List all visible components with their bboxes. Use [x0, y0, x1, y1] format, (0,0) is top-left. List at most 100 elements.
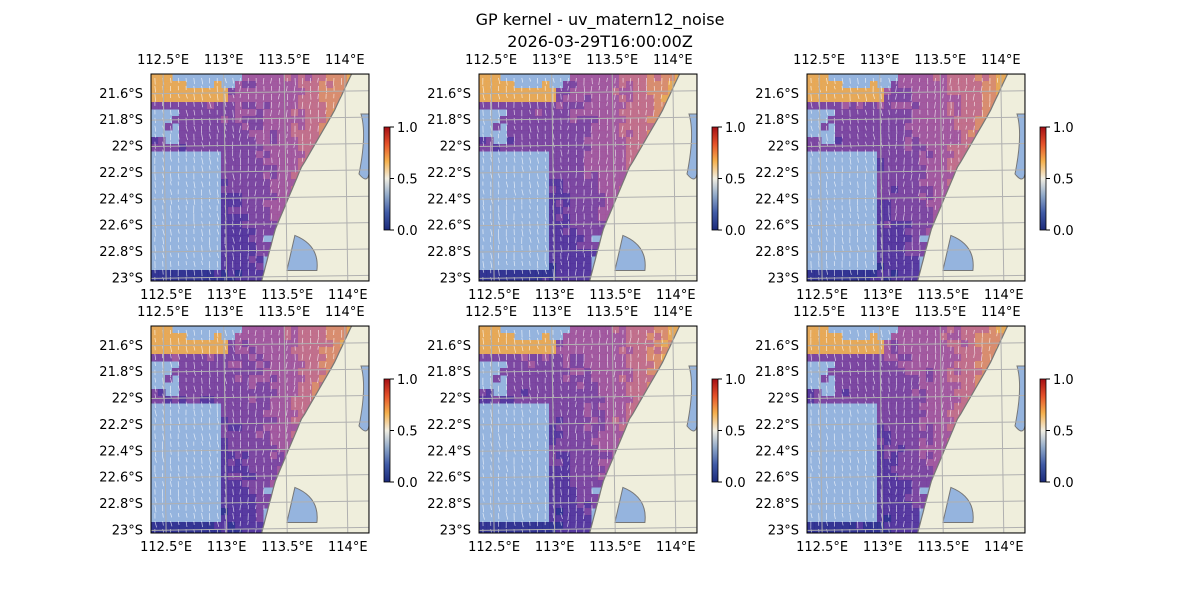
lon-tick-label-bottom: 114°E: [656, 540, 696, 555]
colorbar: [1039, 378, 1047, 483]
colorbar-tick-label: 1.0: [397, 373, 418, 388]
gridline-lat: [807, 500, 1025, 505]
gridline-lat: [151, 342, 369, 347]
map-panel-r2c2: 112.5°E 112.5°E 113°E 113°E 113.5°E 113.5°E 11…: [427, 305, 745, 555]
gridline-lat: [807, 222, 1025, 227]
gridline-lat: [479, 447, 697, 452]
gridline-lat: [479, 474, 697, 479]
lat-tick-label: 22.8°S: [99, 497, 143, 512]
lat-tick-label: 22°S: [112, 392, 143, 407]
lon-tick-label-bottom: 112.5°E: [468, 288, 520, 303]
lon-tick-label-bottom: 113.5°E: [917, 540, 969, 555]
gridline-lat: [151, 116, 369, 121]
lon-tick-label-bottom: 114°E: [656, 288, 696, 303]
lat-tick-label: 22.6°S: [755, 219, 799, 234]
map-panel-r1c1: 112.5°E 112.5°E 113°E 113°E 113.5°E 113.5°E 11…: [99, 53, 417, 303]
lat-tick-label: 22.2°S: [755, 166, 799, 181]
gridline-lat: [807, 395, 1025, 400]
gridline-lat: [807, 421, 1025, 426]
lat-tick-label: 22.2°S: [427, 418, 471, 433]
colorbar: [711, 378, 719, 483]
lat-tick-label: 23°S: [112, 271, 143, 286]
lat-tick-label: 21.8°S: [755, 365, 799, 380]
gridline-lon: [611, 74, 616, 281]
colorbar-tick-label: 1.0: [725, 373, 746, 388]
colorbar-tick-label: 0.5: [725, 173, 746, 188]
gridline-lat: [479, 342, 697, 347]
lat-tick-label: 21.6°S: [99, 87, 143, 102]
colorbar-tick-label: 0.0: [725, 476, 746, 491]
lat-tick-label: 21.6°S: [99, 339, 143, 354]
lat-tick-label: 22.8°S: [755, 497, 799, 512]
gridline-lon: [490, 74, 495, 281]
lat-tick-label: 21.8°S: [99, 365, 143, 380]
gridline-lat: [807, 169, 1025, 174]
colorbar: [383, 378, 391, 483]
lat-tick-label: 22.4°S: [99, 444, 143, 459]
lon-tick-label-top: 112.5°E: [793, 53, 845, 68]
gridline-lat: [151, 222, 369, 227]
colorbar-tick-label: 0.0: [397, 476, 418, 491]
lon-tick-label-bottom: 114°E: [328, 288, 368, 303]
lat-tick-label: 22.4°S: [427, 192, 471, 207]
gridline-lat: [807, 248, 1025, 253]
gridline-lat: [151, 143, 369, 148]
lon-tick-label-top: 112.5°E: [465, 305, 517, 320]
lat-tick-label: 22.8°S: [427, 497, 471, 512]
gridline-lon: [223, 326, 228, 533]
gridline-lon: [344, 326, 349, 533]
lat-tick-label: 22.2°S: [99, 166, 143, 181]
gridline-lat: [151, 195, 369, 200]
lat-tick-label: 22.8°S: [427, 245, 471, 260]
map-frame: [150, 325, 370, 534]
lat-tick-label: 21.6°S: [755, 87, 799, 102]
gridline-lat: [807, 368, 1025, 373]
gridline-lon: [672, 326, 677, 533]
figure-title: GP kernel - uv_matern12_noise: [475, 10, 725, 29]
gridline-lat: [151, 474, 369, 479]
lon-tick-label-top: 113°E: [204, 53, 244, 68]
lon-tick-label-bottom: 113°E: [535, 288, 575, 303]
gridline-lon: [611, 326, 616, 533]
colorbar-tick-label: 0.5: [397, 173, 418, 188]
lon-tick-label-bottom: 113°E: [863, 288, 903, 303]
gridline-lat: [151, 169, 369, 174]
lon-tick-label-top: 113.5°E: [258, 53, 310, 68]
map-panel-r2c3: 112.5°E 112.5°E 113°E 113°E 113.5°E 113.5°E 11…: [755, 305, 1073, 555]
map-panel-r1c2: 112.5°E 112.5°E 113°E 113°E 113.5°E 113.5°E 11…: [427, 53, 745, 303]
gridline-lat: [479, 274, 697, 279]
land-mass: [916, 326, 1025, 533]
lat-tick-label: 22°S: [768, 140, 799, 155]
colorbar-tick-label: 1.0: [725, 121, 746, 136]
lat-tick-label: 23°S: [768, 523, 799, 538]
gridline-lon: [490, 326, 495, 533]
gridline-lon: [162, 74, 167, 281]
colorbar-tick-label: 0.0: [397, 224, 418, 239]
gridline-lon: [939, 74, 944, 281]
lon-tick-label-bottom: 114°E: [328, 540, 368, 555]
gridline-lat: [807, 474, 1025, 479]
gridline-lat: [151, 395, 369, 400]
gridline-lat: [479, 222, 697, 227]
lat-tick-label: 22.6°S: [427, 219, 471, 234]
lon-tick-label-top: 113.5°E: [914, 305, 966, 320]
gridline-lat: [151, 368, 369, 373]
lat-tick-label: 23°S: [112, 523, 143, 538]
gridline-lon: [818, 326, 823, 533]
lon-tick-label-bottom: 112.5°E: [796, 540, 848, 555]
gridline-lat: [479, 368, 697, 373]
colorbar-tick-label: 1.0: [1053, 121, 1074, 136]
colorbar: [1039, 126, 1047, 231]
gridline-lon: [344, 74, 349, 281]
lat-tick-label: 22.4°S: [755, 192, 799, 207]
lat-tick-label: 21.6°S: [427, 87, 471, 102]
lat-tick-label: 21.8°S: [755, 113, 799, 128]
lon-tick-label-bottom: 113.5°E: [589, 288, 641, 303]
lat-tick-label: 22.6°S: [755, 471, 799, 486]
gridline-lat: [807, 526, 1025, 531]
lon-tick-label-bottom: 113.5°E: [261, 288, 313, 303]
lat-tick-label: 22.4°S: [427, 444, 471, 459]
lon-tick-label-bottom: 112.5°E: [140, 540, 192, 555]
lat-tick-label: 22°S: [440, 392, 471, 407]
gridline-lat: [151, 526, 369, 531]
